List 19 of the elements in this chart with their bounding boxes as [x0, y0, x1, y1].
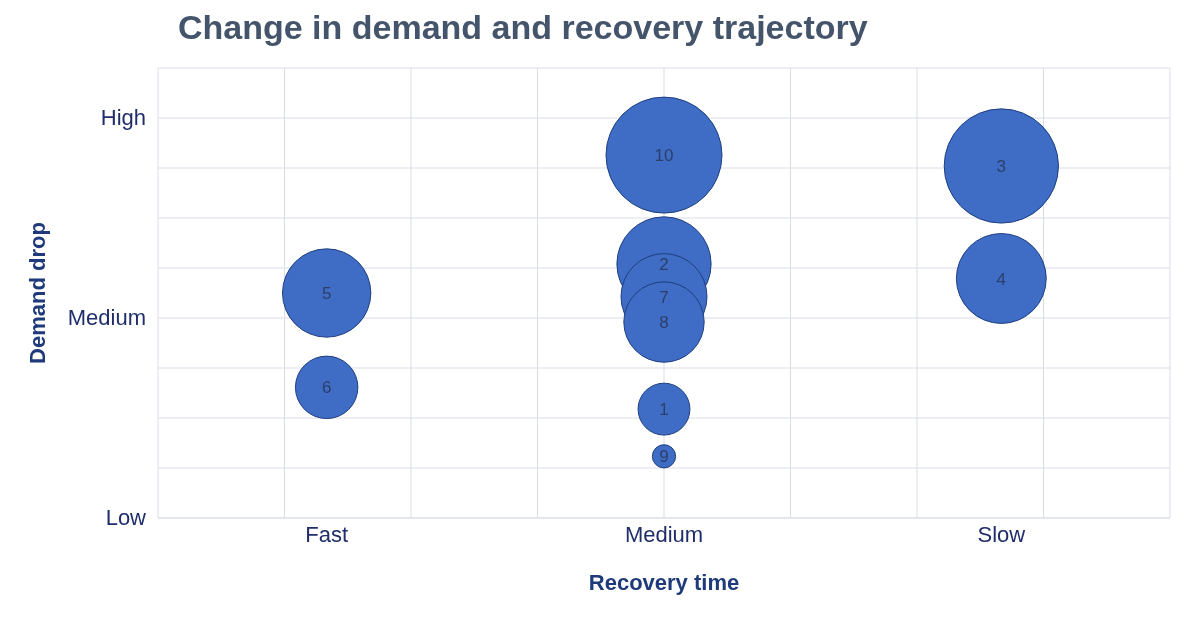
x-tick-label: Medium [624, 521, 704, 547]
x-axis-title: Recovery time [588, 570, 740, 595]
annotation: 10 [654, 146, 674, 166]
text: Medium [67, 305, 146, 331]
annotation: 1 [659, 400, 669, 420]
annotation: 7 [659, 287, 669, 307]
y-axis-title: Demand drop [25, 222, 51, 364]
text: High [100, 105, 146, 131]
annotation: 9 [659, 447, 669, 467]
x-tick-label: Fast [305, 521, 349, 547]
annotation: 2 [659, 255, 669, 274]
annotation: 3 [996, 157, 1007, 177]
annotation: 8 [659, 313, 669, 333]
text: Low [105, 505, 146, 531]
x-tick-label: Slow [977, 521, 1026, 547]
annotation: 4 [996, 269, 1007, 289]
chart-title: Change in demand and recovery trajectory [177, 8, 869, 48]
annotation: 5 [321, 284, 332, 304]
annotation: 6 [321, 378, 332, 398]
